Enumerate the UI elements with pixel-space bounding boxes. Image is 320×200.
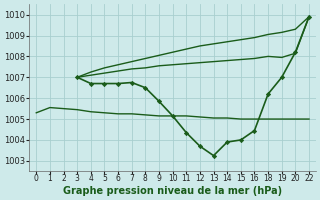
X-axis label: Graphe pression niveau de la mer (hPa): Graphe pression niveau de la mer (hPa) [63, 186, 282, 196]
